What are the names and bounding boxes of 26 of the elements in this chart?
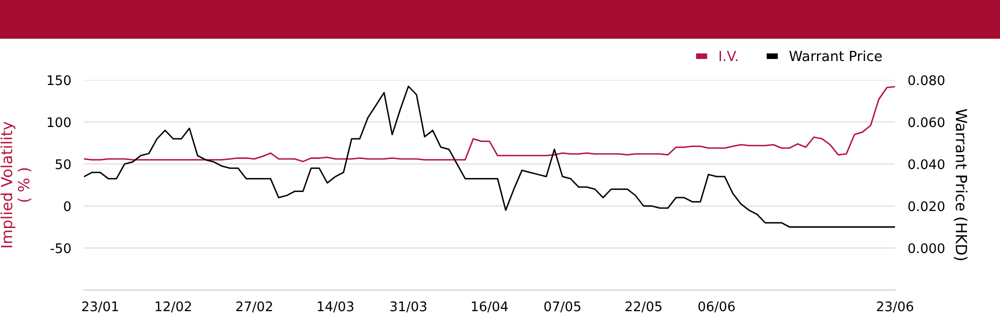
x-tick-label: 12/02: [156, 301, 191, 312]
x-tick-label: 22/05: [626, 301, 662, 312]
y2-tick-label: 0.040: [908, 159, 944, 170]
x-tick-label: 06/06: [698, 301, 735, 312]
x-tick-label: 14/03: [318, 301, 354, 312]
line-series: [84, 86, 895, 228]
y2-tick-label: 0.000: [908, 243, 944, 254]
y2-tick-label: 0.020: [908, 201, 944, 212]
x-tick-label: 16/04: [472, 301, 508, 312]
y-tick-label: 100: [48, 117, 71, 128]
legend-label: Warrant Price: [789, 50, 882, 62]
legend-label: I.V.: [720, 50, 738, 62]
y-tick-label: 150: [48, 75, 71, 86]
y-tick-label: 50: [56, 159, 71, 170]
y2-tick-label: 0.060: [908, 117, 944, 128]
y-axis-title: Implied Volatility ( % ): [0, 122, 32, 248]
y2-axis-title: Warrant Price (HKD): [954, 109, 968, 260]
x-tick-label: 07/05: [544, 301, 580, 312]
x-tick-label: 23/01: [82, 301, 118, 312]
x-tick-label: 23/06: [876, 301, 914, 312]
y-tick-label: -50: [50, 243, 71, 254]
y2-tick-label: 0.080: [908, 75, 944, 86]
x-tick-label: 31/03: [390, 301, 426, 312]
x-tick-label: 27/02: [236, 301, 272, 312]
y-tick-label: 0: [64, 201, 71, 212]
line-series: [84, 86, 895, 162]
